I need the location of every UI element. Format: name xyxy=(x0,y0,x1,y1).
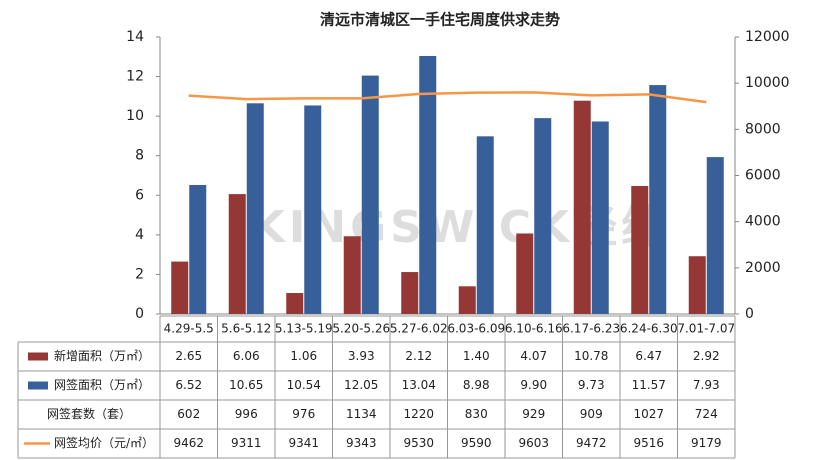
x-tick-label: 6.24-6.30 xyxy=(620,322,678,336)
table-value: 976 xyxy=(292,407,315,421)
table-value: 6.47 xyxy=(635,349,662,363)
table-value: 9341 xyxy=(288,436,319,450)
bar xyxy=(688,256,706,314)
y2-tick-label: 2000 xyxy=(745,260,781,276)
y-tick-label: 12 xyxy=(126,69,144,85)
bar xyxy=(171,261,189,314)
table-value: 9311 xyxy=(231,436,262,450)
table-value: 9343 xyxy=(346,436,377,450)
y-tick-label: 10 xyxy=(126,108,144,124)
table-value: 9530 xyxy=(403,436,434,450)
x-tick-label: 6.10-6.16 xyxy=(505,322,563,336)
y2-tick-label: 4000 xyxy=(745,214,781,230)
table-value: 929 xyxy=(522,407,545,421)
table-value: 9472 xyxy=(576,436,607,450)
x-tick-label: 6.03-6.09 xyxy=(447,322,505,336)
table-value: 4.07 xyxy=(520,349,547,363)
table-value: 10.54 xyxy=(287,378,321,392)
x-tick-label: 5.20-5.26 xyxy=(332,322,390,336)
y-tick-label: 0 xyxy=(135,306,144,322)
bar xyxy=(189,184,207,314)
table-value: 1027 xyxy=(633,407,664,421)
line-series xyxy=(188,91,707,104)
chart-title: 清远市清城区一手住宅周度供求走势 xyxy=(320,11,560,29)
legend-swatch xyxy=(28,352,48,361)
table-value: 9516 xyxy=(633,436,664,450)
table-value: 12.05 xyxy=(344,378,378,392)
table-value: 996 xyxy=(235,407,258,421)
table-value: 13.04 xyxy=(402,378,436,392)
table-value: 10.65 xyxy=(229,378,263,392)
bar xyxy=(304,105,322,314)
bar xyxy=(573,100,591,315)
table-value: 11.57 xyxy=(632,378,666,392)
y2-tick-label: 8000 xyxy=(745,121,781,137)
bar xyxy=(361,75,379,314)
bar xyxy=(476,136,494,314)
table-value: 8.98 xyxy=(463,378,490,392)
x-tick-label: 5.6-5.12 xyxy=(221,322,271,336)
bar xyxy=(458,286,476,314)
bar xyxy=(343,236,361,314)
bar xyxy=(246,103,264,315)
table-value: 909 xyxy=(580,407,603,421)
table-value: 1.06 xyxy=(290,349,317,363)
y2-tick-label: 6000 xyxy=(745,168,781,184)
bar xyxy=(706,157,724,314)
y2-tick-label: 0 xyxy=(745,306,754,322)
x-tick-label: 7.01-7.07 xyxy=(677,322,735,336)
table-value: 6.52 xyxy=(175,378,202,392)
y-tick-label: 14 xyxy=(126,29,144,45)
legend-label: 网签均价（元/㎡） xyxy=(54,435,154,450)
table-value: 2.12 xyxy=(405,349,432,363)
x-tick-label: 6.17-6.23 xyxy=(562,322,620,336)
bar xyxy=(401,272,419,314)
bar xyxy=(649,85,667,314)
table-value: 1134 xyxy=(346,407,377,421)
y2-tick-label: 12000 xyxy=(745,29,790,45)
legend-label: 新增面积（万㎡） xyxy=(54,348,150,363)
table-value: 9.90 xyxy=(520,378,547,392)
y-tick-label: 2 xyxy=(135,266,144,282)
y-tick-label: 8 xyxy=(135,148,144,164)
x-tick-label: 4.29-5.5 xyxy=(164,322,214,336)
table-value: 724 xyxy=(695,407,718,421)
table-value: 10.78 xyxy=(574,349,608,363)
bar xyxy=(631,185,649,314)
legend-swatch xyxy=(28,381,48,390)
y-tick-label: 4 xyxy=(135,227,144,243)
legend-label: 网签面积（万㎡） xyxy=(54,377,150,392)
table-value: 1220 xyxy=(403,407,434,421)
table-value: 2.65 xyxy=(175,349,202,363)
table-value: 9179 xyxy=(691,436,722,450)
table-value: 6.06 xyxy=(233,349,260,363)
table-value: 9462 xyxy=(173,436,204,450)
y2-tick-label: 10000 xyxy=(745,75,790,91)
table-value: 2.92 xyxy=(693,349,720,363)
table-value: 602 xyxy=(177,407,200,421)
table-value: 7.93 xyxy=(693,378,720,392)
table-value: 3.93 xyxy=(348,349,375,363)
table-value: 1.40 xyxy=(463,349,490,363)
bar xyxy=(534,118,552,314)
bar xyxy=(591,121,609,314)
y-tick-label: 6 xyxy=(135,187,144,203)
table-value: 9590 xyxy=(461,436,492,450)
x-tick-label: 5.27-6.02 xyxy=(390,322,448,336)
bar xyxy=(516,233,534,314)
x-tick-label: 5.13-5.19 xyxy=(275,322,333,336)
table-value: 9603 xyxy=(518,436,549,450)
bar xyxy=(228,194,246,314)
bar xyxy=(419,55,437,314)
table-value: 9.73 xyxy=(578,378,605,392)
table-value: 830 xyxy=(465,407,488,421)
bar xyxy=(286,293,304,314)
legend-label: 网签套数（套） xyxy=(47,406,131,421)
